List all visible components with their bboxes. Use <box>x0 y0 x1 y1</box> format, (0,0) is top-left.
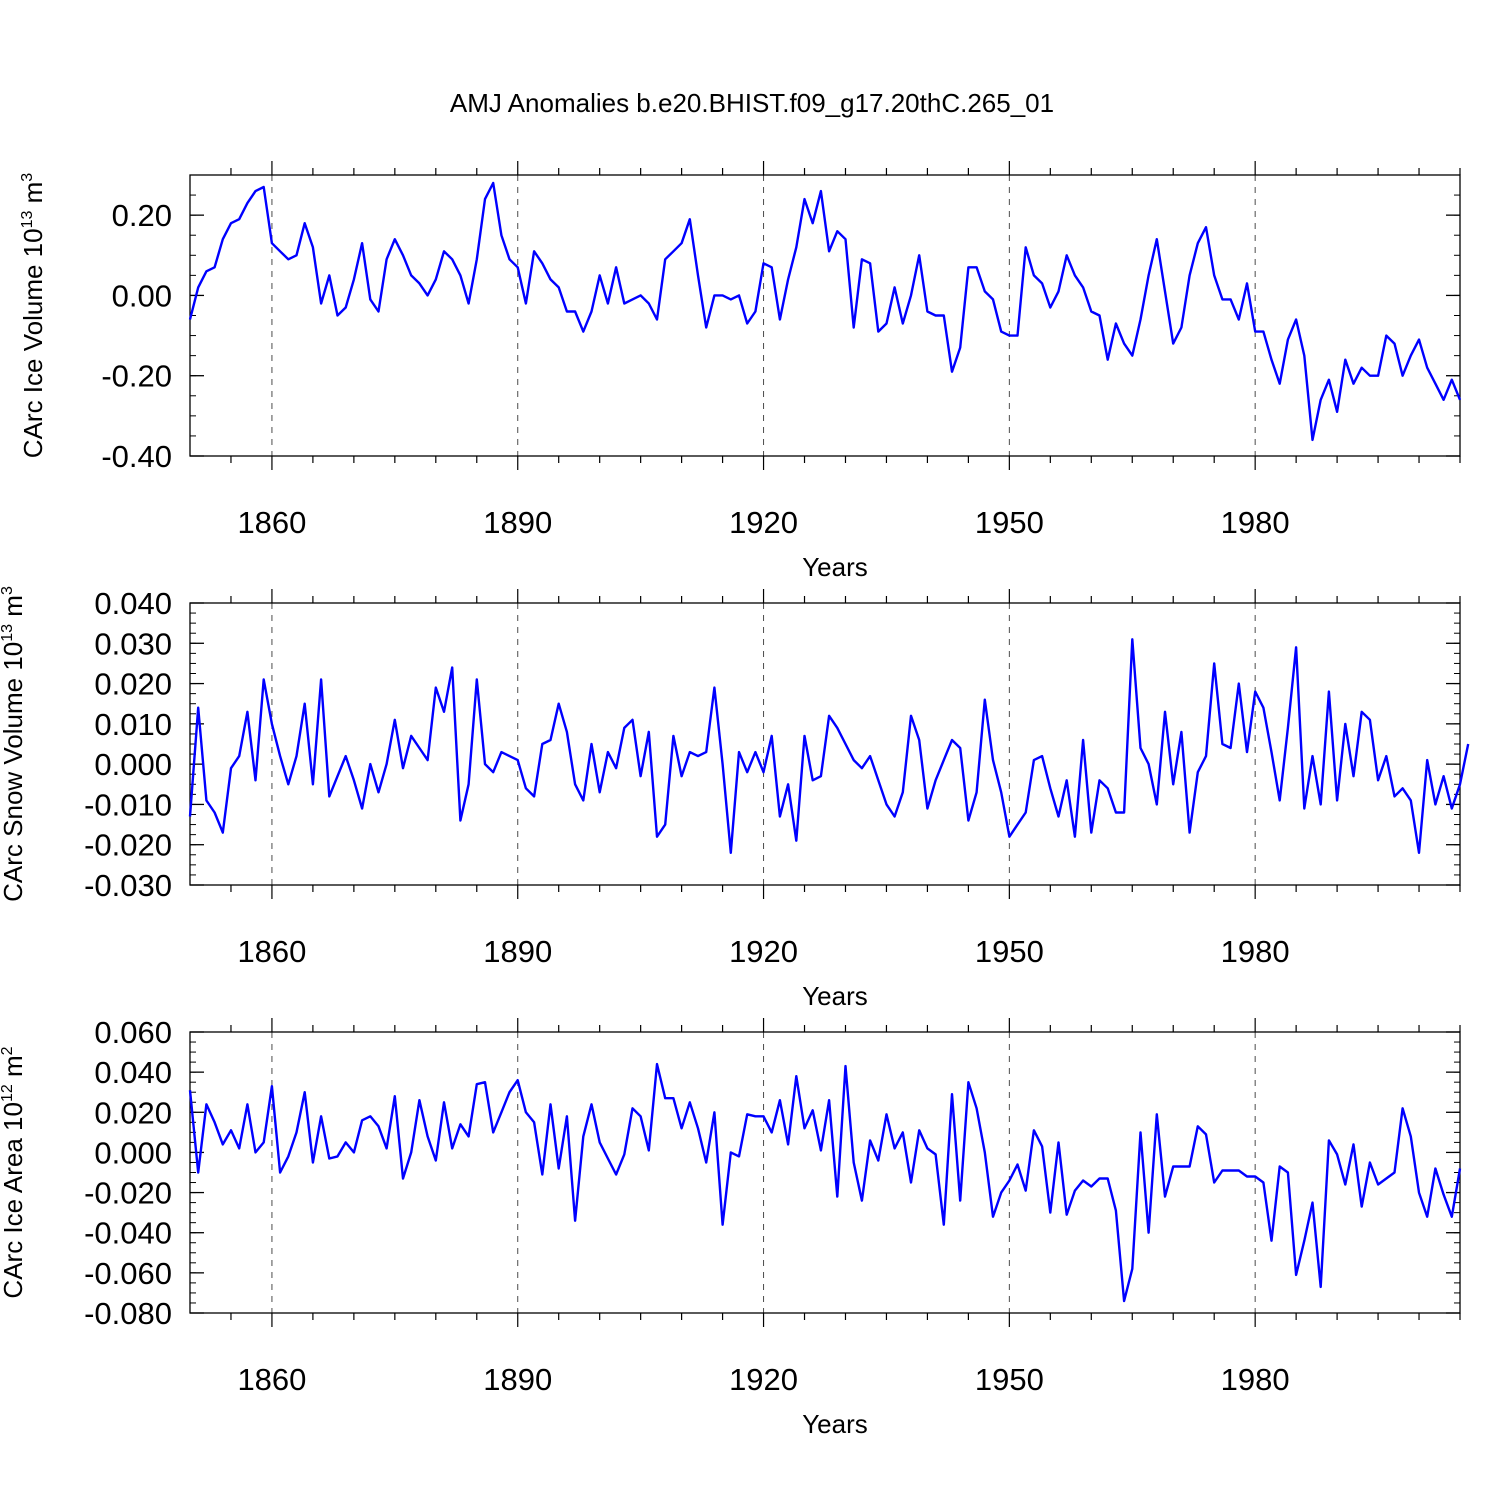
y-tick-label: -0.20 <box>101 359 172 394</box>
y-tick-label: 0.000 <box>94 1135 172 1170</box>
y-tick-label: -0.060 <box>84 1256 172 1291</box>
series-line <box>188 1062 1462 1303</box>
y-tick-label: 0.020 <box>94 1095 172 1130</box>
x-axis-label: Years <box>802 552 868 582</box>
x-tick-label: 1920 <box>729 1362 798 1397</box>
series-line <box>188 638 1470 854</box>
y-tick-label: -0.40 <box>101 439 172 474</box>
chart-panel-3: -0.080 -0.060 -0.040 -0.020 0.000 0.020 0.040 0… <box>0 1015 1462 1439</box>
y-tick-label: 0.20 <box>112 198 172 233</box>
x-axis-label: Years <box>802 981 868 1011</box>
x-tick-label: 1860 <box>237 505 306 540</box>
x-tick-label: 1980 <box>1221 934 1290 969</box>
y-tick-label: -0.020 <box>84 828 172 863</box>
x-tick-label: 1890 <box>483 934 552 969</box>
x-tick-label: 1860 <box>237 1362 306 1397</box>
y-tick-label: -0.010 <box>84 787 172 822</box>
x-tick-label: 1980 <box>1221 505 1290 540</box>
y-tick-label: 0.040 <box>94 1055 172 1090</box>
y-tick-label: -0.040 <box>84 1216 172 1251</box>
y-tick-label: 0.060 <box>94 1015 172 1050</box>
y-tick-label: 0.00 <box>112 278 172 313</box>
x-tick-label: 1860 <box>237 934 306 969</box>
y-tick-label: -0.020 <box>84 1176 172 1211</box>
x-tick-label: 1950 <box>975 1362 1044 1397</box>
x-tick-label: 1950 <box>975 934 1044 969</box>
chart-panel-1: -0.40 -0.20 0.00 0.20 1860 1890 1920 1950 1980 Ye… <box>18 161 1462 582</box>
y-tick-label: -0.030 <box>84 868 172 903</box>
plot-frame <box>189 1031 1461 1314</box>
chart-title: AMJ Anomalies b.e20.BHIST.f09_g17.20thC.… <box>450 88 1054 118</box>
y-tick-label: 0.040 <box>94 586 172 621</box>
y-tick-label: 0.030 <box>94 626 172 661</box>
series-line <box>188 181 1462 442</box>
y-axis-label: CArc Snow Volume 1013 m3 <box>0 586 28 902</box>
y-tick-label: 0.010 <box>94 707 172 742</box>
x-tick-label: 1920 <box>729 505 798 540</box>
y-axis-label: CArc Ice Area 1012 m2 <box>0 1046 28 1298</box>
y-axis-label: CArc Ice Volume 1013 m3 <box>18 173 48 458</box>
y-tick-label: 0.020 <box>94 667 172 702</box>
x-tick-label: 1890 <box>483 505 552 540</box>
x-tick-label: 1890 <box>483 1362 552 1397</box>
x-tick-label: 1950 <box>975 505 1044 540</box>
y-tick-label: -0.080 <box>84 1296 172 1331</box>
x-axis-label: Years <box>802 1409 868 1439</box>
x-tick-label: 1920 <box>729 934 798 969</box>
y-tick-label: 0.000 <box>94 747 172 782</box>
x-tick-label: 1980 <box>1221 1362 1290 1397</box>
chart-panel-2: -0.030 -0.020 -0.010 0.000 0.010 0.020 0.030 0.… <box>0 586 1470 1011</box>
